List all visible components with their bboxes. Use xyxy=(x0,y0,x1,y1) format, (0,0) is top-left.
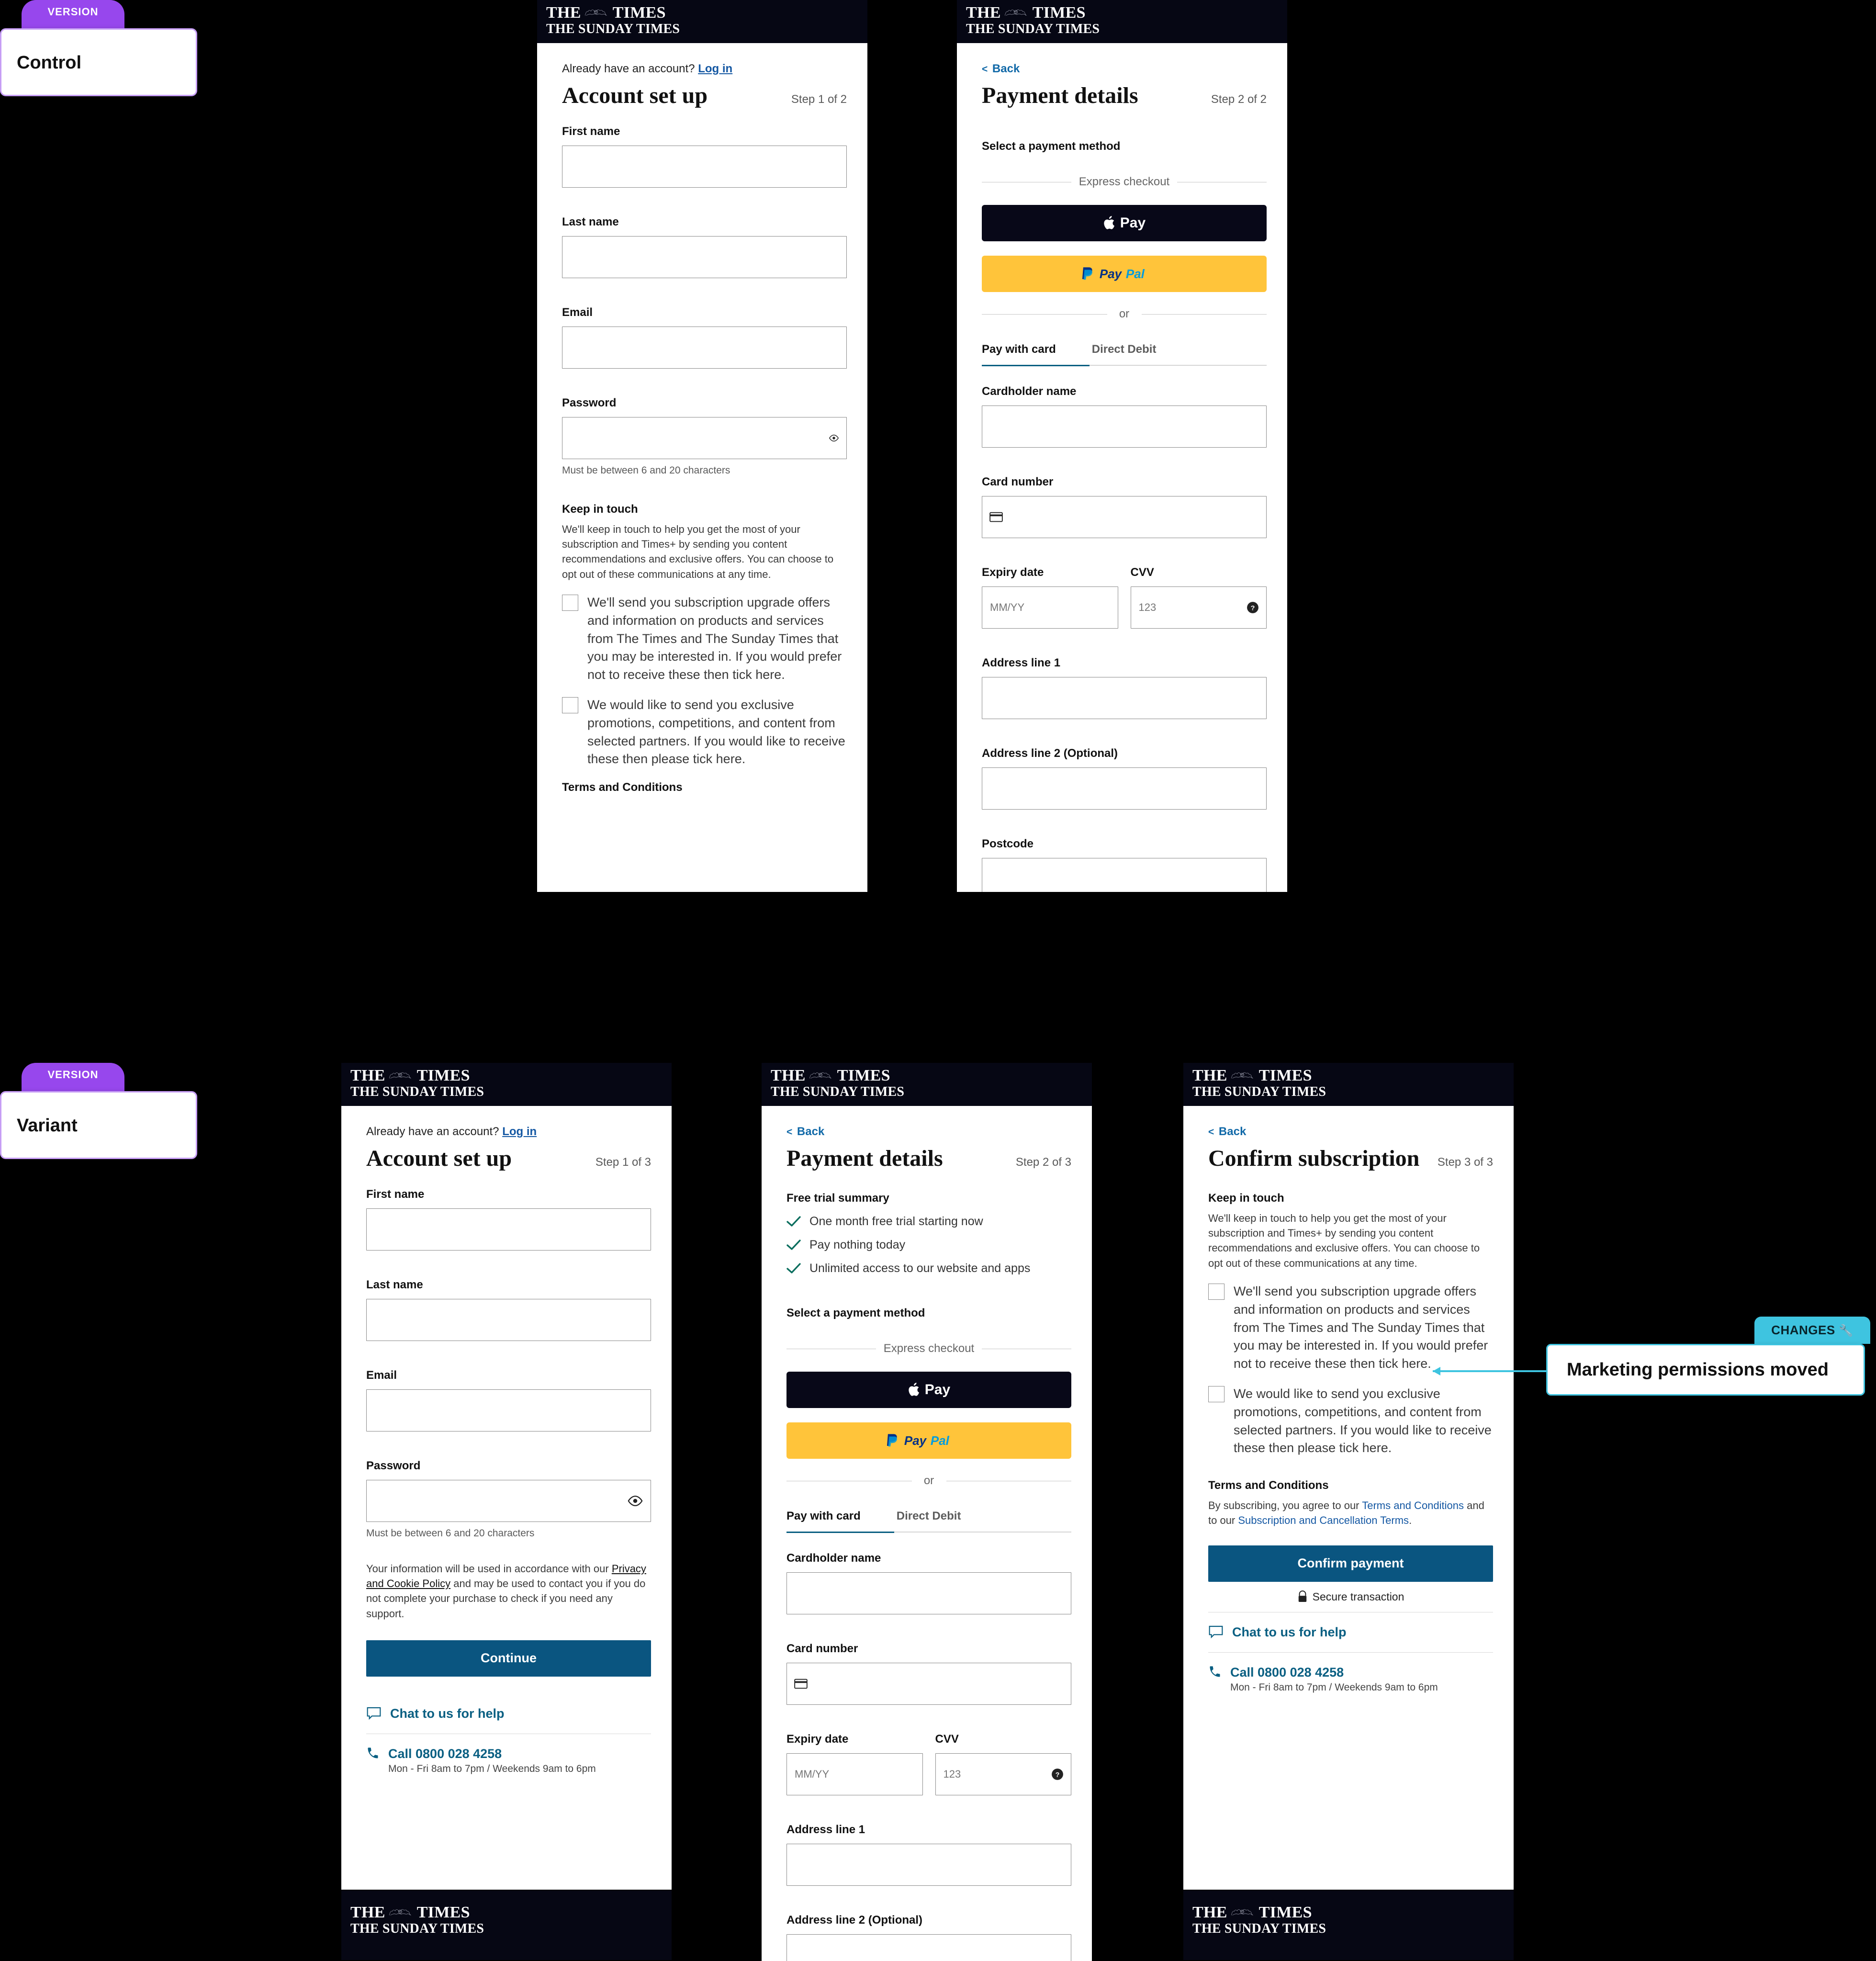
svg-text:Pay: Pay xyxy=(1099,268,1122,281)
svg-text:?: ? xyxy=(1056,1770,1060,1778)
svg-text:Pal: Pal xyxy=(1125,268,1145,281)
svg-text:Pay: Pay xyxy=(904,1434,927,1448)
svg-text:?: ? xyxy=(1251,604,1255,611)
svg-text:Pal: Pal xyxy=(930,1434,949,1448)
